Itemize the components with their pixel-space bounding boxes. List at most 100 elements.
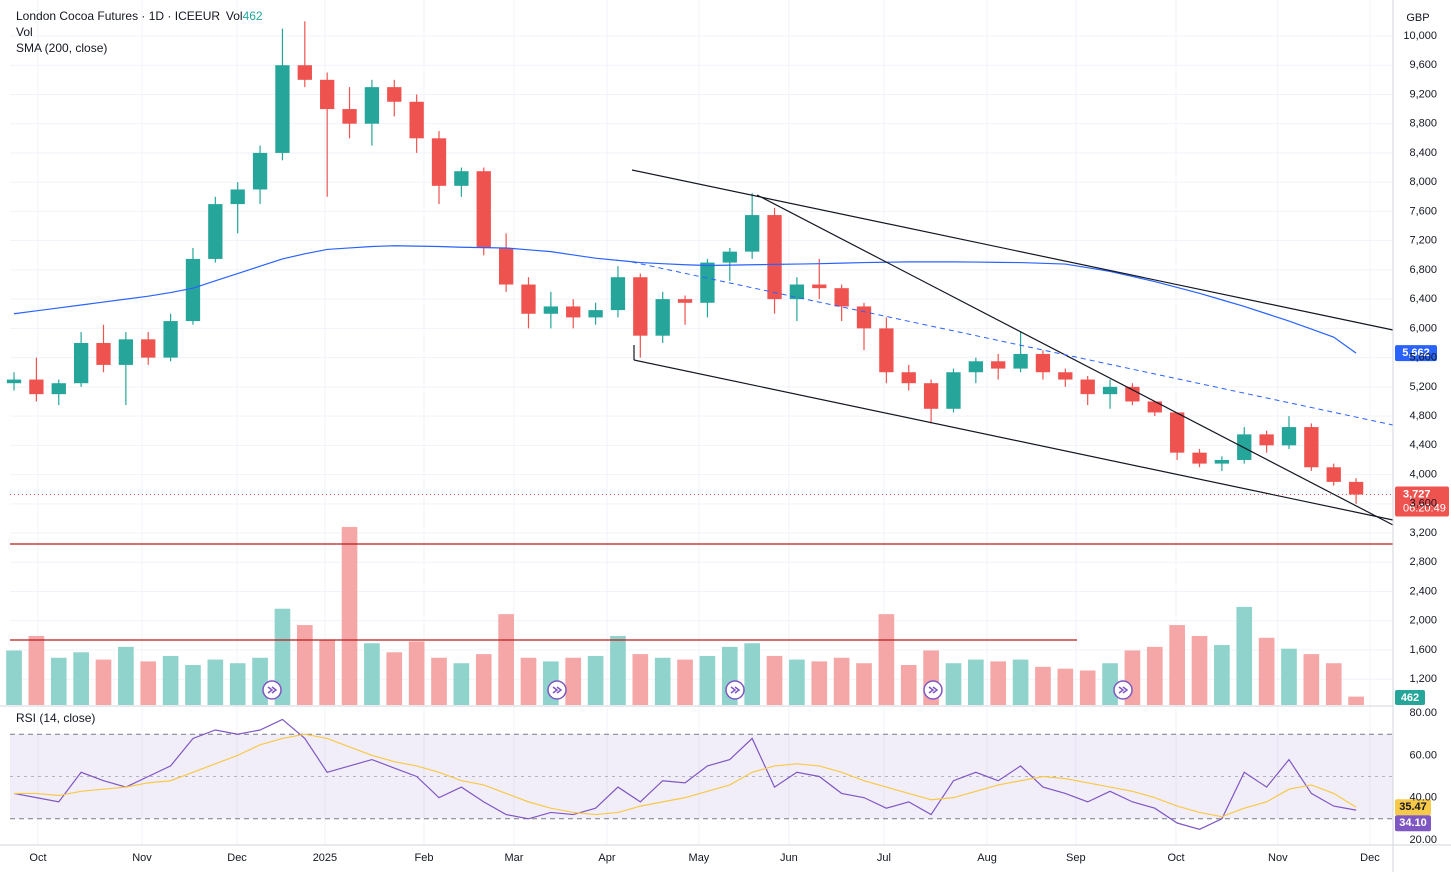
x-tick-label: Oct [29,852,46,864]
candle-body [700,262,715,303]
volume-bar [140,661,157,705]
candle-body [655,299,670,336]
candle-body [923,383,939,409]
volume-bar [565,657,582,705]
event-icon[interactable] [262,680,282,700]
volume-bar [162,655,179,705]
x-tick-label: 2025 [313,852,337,864]
volume-bar [296,625,313,705]
volume-bar [229,663,246,705]
event-icon[interactable] [923,680,943,700]
candle-body [409,101,424,139]
candle-body [1169,412,1185,453]
countdown-label: 06:20:49 [1403,502,1446,514]
volume-bar [185,665,201,705]
candle-body [946,372,961,409]
candle-body [901,372,916,384]
event-icon[interactable] [725,680,745,700]
candle-body [185,258,201,322]
volume-bar [699,655,716,705]
candle-body [252,152,268,190]
volume-bar [6,650,22,705]
candle-body [29,379,44,395]
y-tick-label: 5,600 [1409,352,1437,364]
x-tick-label: Feb [415,852,434,864]
price-tag-label: 5,662 [1402,347,1430,359]
volume-bar [386,652,403,705]
x-tick-label: Jul [877,852,891,864]
volume-bar [766,655,783,705]
rsi-band [10,734,1393,819]
volume-bar [677,659,693,705]
candle-body [230,189,245,205]
volume-bar [1146,646,1163,705]
y-tick-label: 20.00 [1409,834,1437,846]
candle-body [633,277,648,336]
candle-body [96,342,111,365]
trend-line [756,194,1394,526]
volume-bar [95,659,112,705]
volume-bar [118,646,134,705]
volume-bar [1079,670,1096,705]
y-tick-label: 10,000 [1403,30,1437,42]
price-tag [1395,345,1437,362]
x-tick-label: Dec [1360,852,1380,864]
volume-bar [856,663,872,705]
candle-body [722,251,737,263]
candle-body [141,339,156,358]
candle-body [342,109,357,124]
event-icon[interactable] [1113,680,1133,700]
x-tick-label: Jun [780,852,798,864]
volume-legend: Vol [16,25,33,39]
candle-body [677,299,693,303]
volume-bar [364,643,380,705]
y-tick-label: 2,800 [1409,556,1437,568]
volume-bar [1012,659,1029,705]
candle-body [320,79,335,110]
y-tick-label: 2,400 [1409,585,1437,597]
volume-bar [789,659,805,705]
rsi-tag-label: 34.10 [1399,817,1427,829]
candle-body [275,65,290,153]
y-tick-label: 6,400 [1409,293,1437,305]
volume-bar [632,654,649,705]
sma-line [13,245,1357,354]
candle-body [879,328,894,373]
price-tag [1395,486,1449,517]
volume-bar [1348,696,1364,705]
x-tick-label: Mar [504,852,523,864]
y-tick-label: 7,200 [1409,235,1437,247]
candle-body [610,277,626,311]
volume-tag-label: 462 [1401,692,1419,704]
x-tick-label: Apr [598,852,615,864]
y-tick-label: 60.00 [1409,749,1437,761]
event-icons[interactable] [262,680,1133,700]
candle-body [1080,379,1095,395]
candle-body [1058,372,1073,380]
volume-bar [274,608,291,705]
candle-body [812,284,827,289]
candle-body [208,204,223,259]
rsi-line [14,733,1357,818]
x-tick-label: Nov [132,852,152,864]
dashed-trend-line [631,261,1394,426]
y-tick-label: 4,800 [1409,410,1437,422]
volume-bar [1236,606,1253,705]
currency[interactable]: GBP [1406,12,1429,24]
volume-bar [1057,668,1074,705]
volume-bar [431,657,447,705]
price-tags: 5,662 3,727 06:20:49 462 35.47 34.10 [1395,345,1449,832]
candle-body [745,215,760,252]
event-icon[interactable] [547,680,567,700]
volume-bar [945,663,962,705]
candle-body [454,171,469,186]
drawings [10,169,1394,641]
rsi-tag-label: 35.47 [1399,801,1427,813]
volume-bar [1102,663,1118,705]
volume-bar [1258,637,1275,705]
volume-bar [990,661,1007,705]
y-tick-label: 40.00 [1409,792,1437,804]
y-tick-label: 1,600 [1409,644,1437,656]
